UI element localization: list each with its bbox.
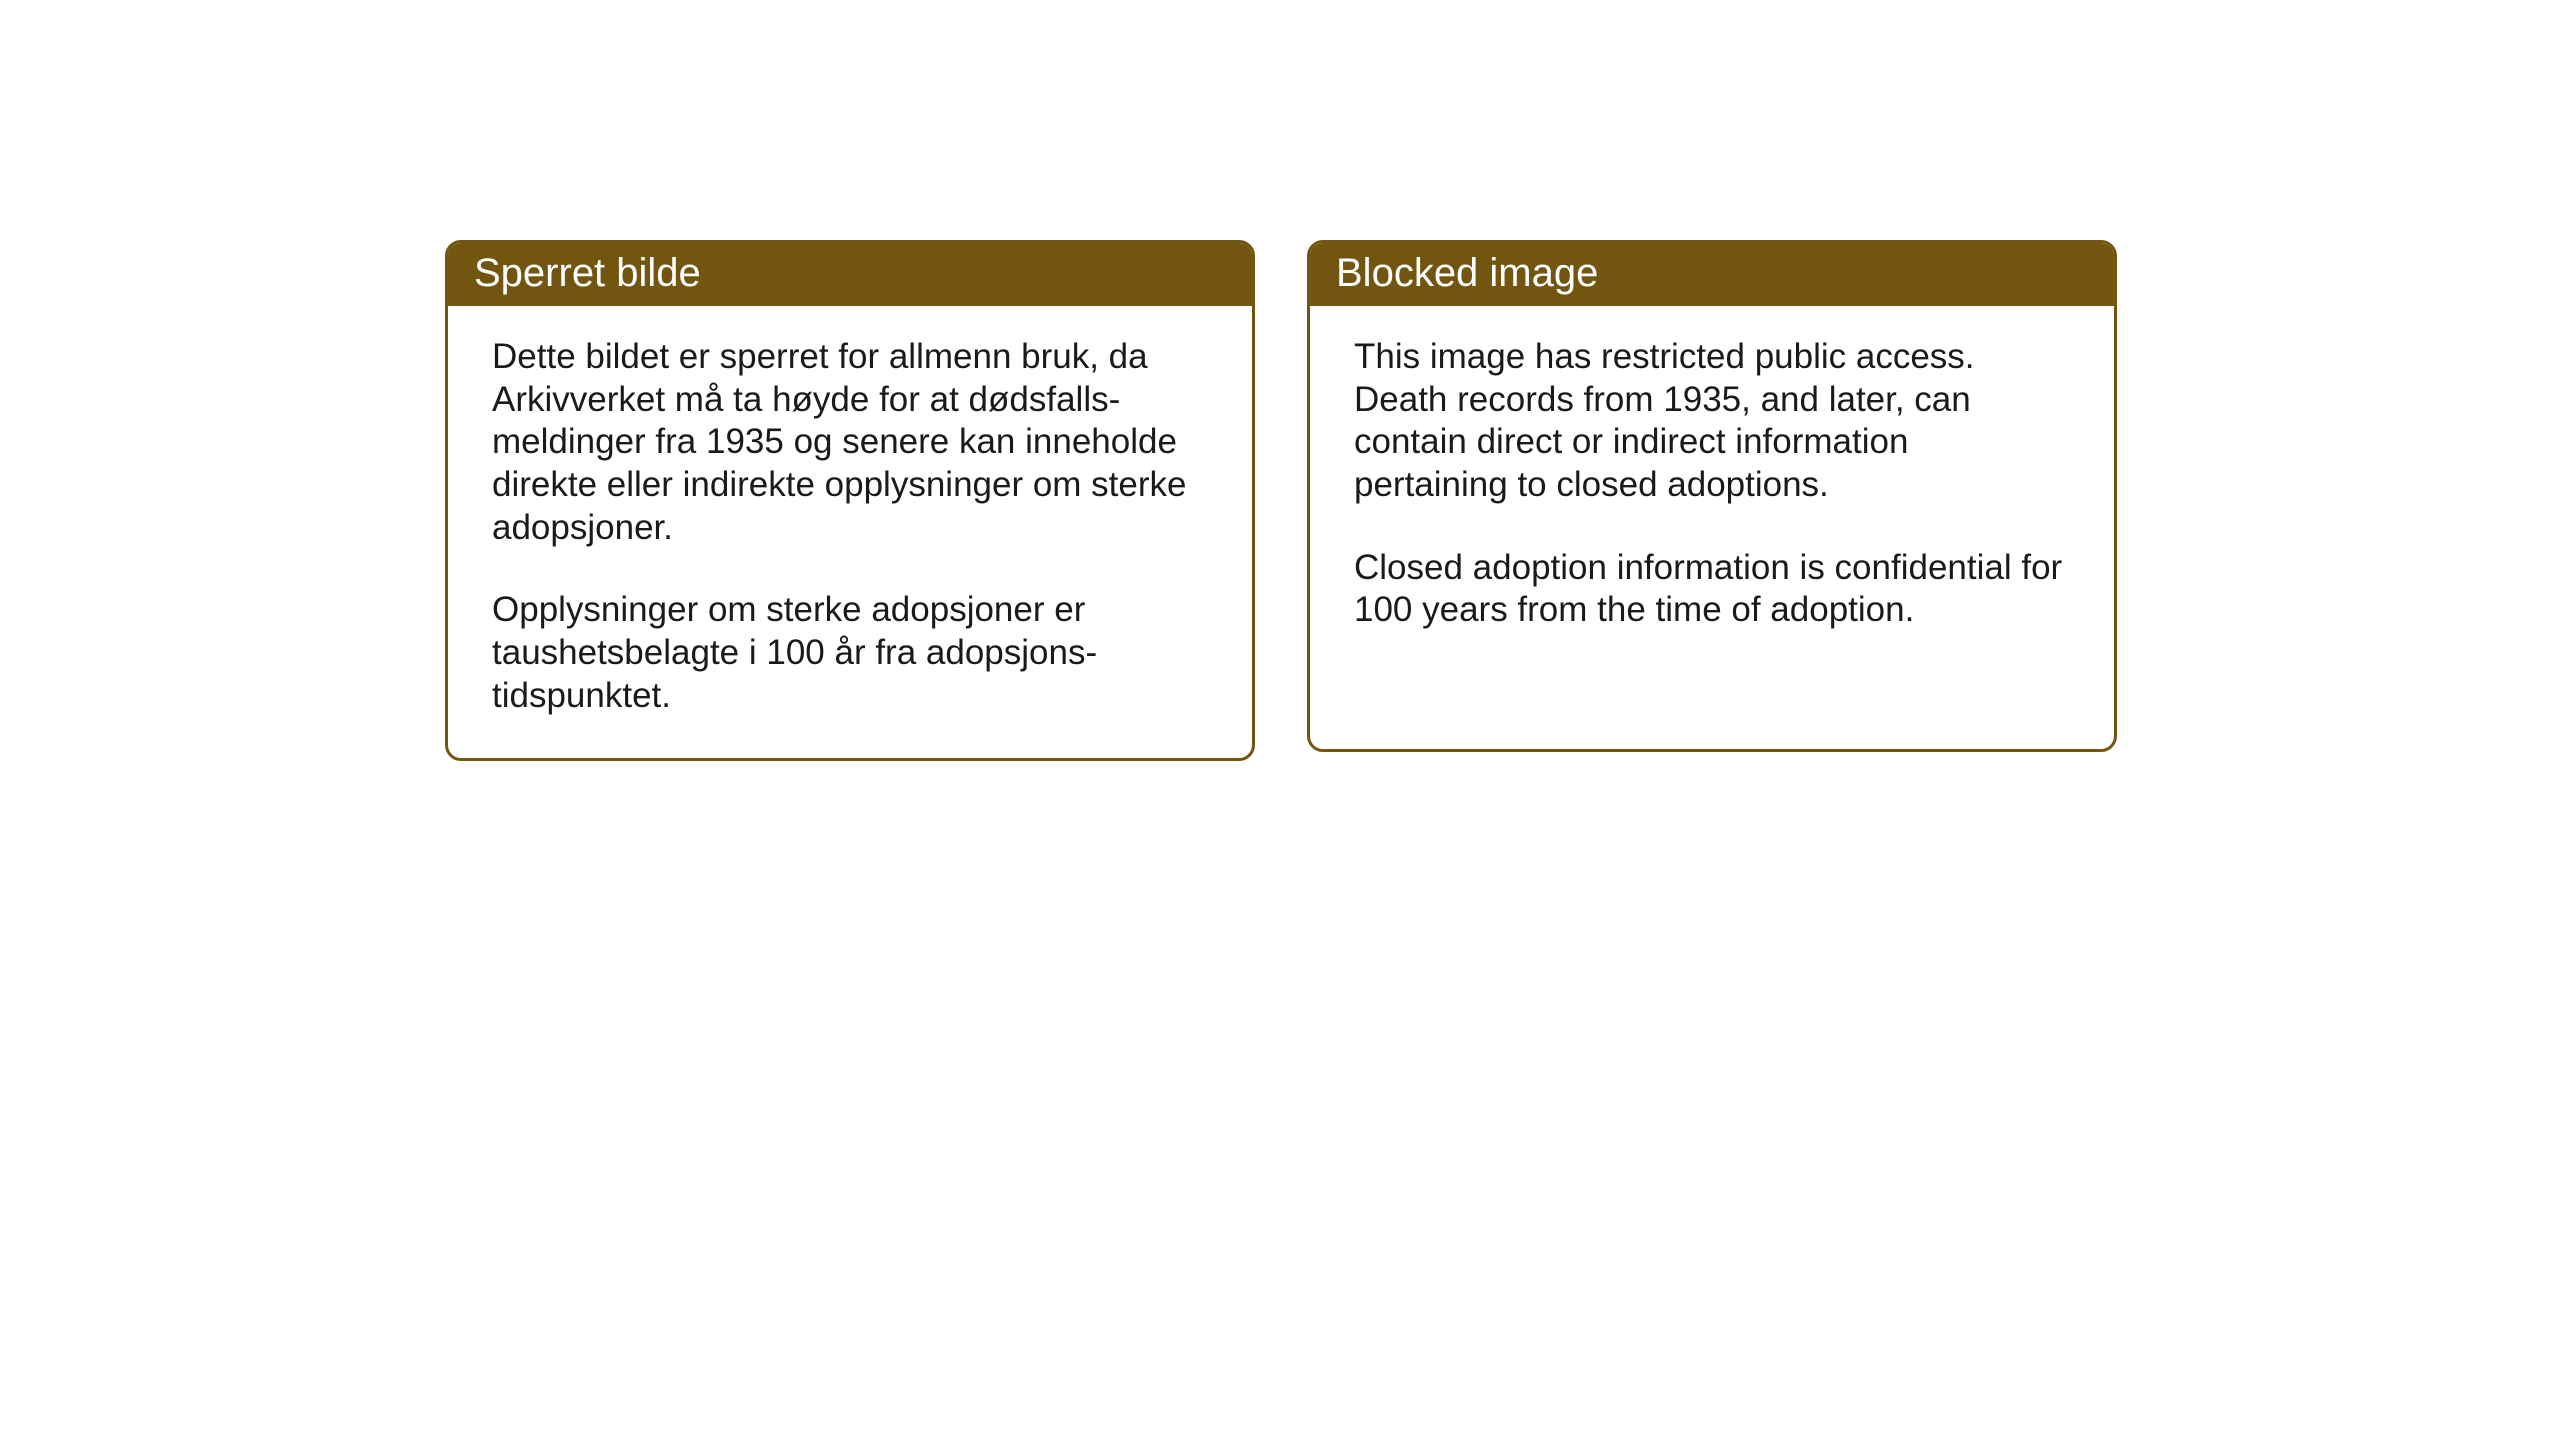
notice-container: Sperret bilde Dette bildet er sperret fo… bbox=[0, 0, 2560, 761]
card-title-norwegian: Sperret bilde bbox=[474, 251, 701, 295]
card-body-norwegian: Dette bildet er sperret for allmenn bruk… bbox=[448, 306, 1252, 758]
card-header-english: Blocked image bbox=[1310, 243, 2114, 306]
card-paragraph2-english: Closed adoption information is confident… bbox=[1354, 547, 2070, 632]
card-body-english: This image has restricted public access.… bbox=[1310, 306, 2114, 672]
card-paragraph2-norwegian: Opplysninger om sterke adopsjoner er tau… bbox=[492, 589, 1208, 717]
card-paragraph1-norwegian: Dette bildet er sperret for allmenn bruk… bbox=[492, 336, 1208, 549]
notice-card-english: Blocked image This image has restricted … bbox=[1307, 240, 2117, 752]
notice-card-norwegian: Sperret bilde Dette bildet er sperret fo… bbox=[445, 240, 1255, 761]
card-paragraph1-english: This image has restricted public access.… bbox=[1354, 336, 2070, 507]
card-header-norwegian: Sperret bilde bbox=[448, 243, 1252, 306]
card-title-english: Blocked image bbox=[1336, 251, 1598, 295]
